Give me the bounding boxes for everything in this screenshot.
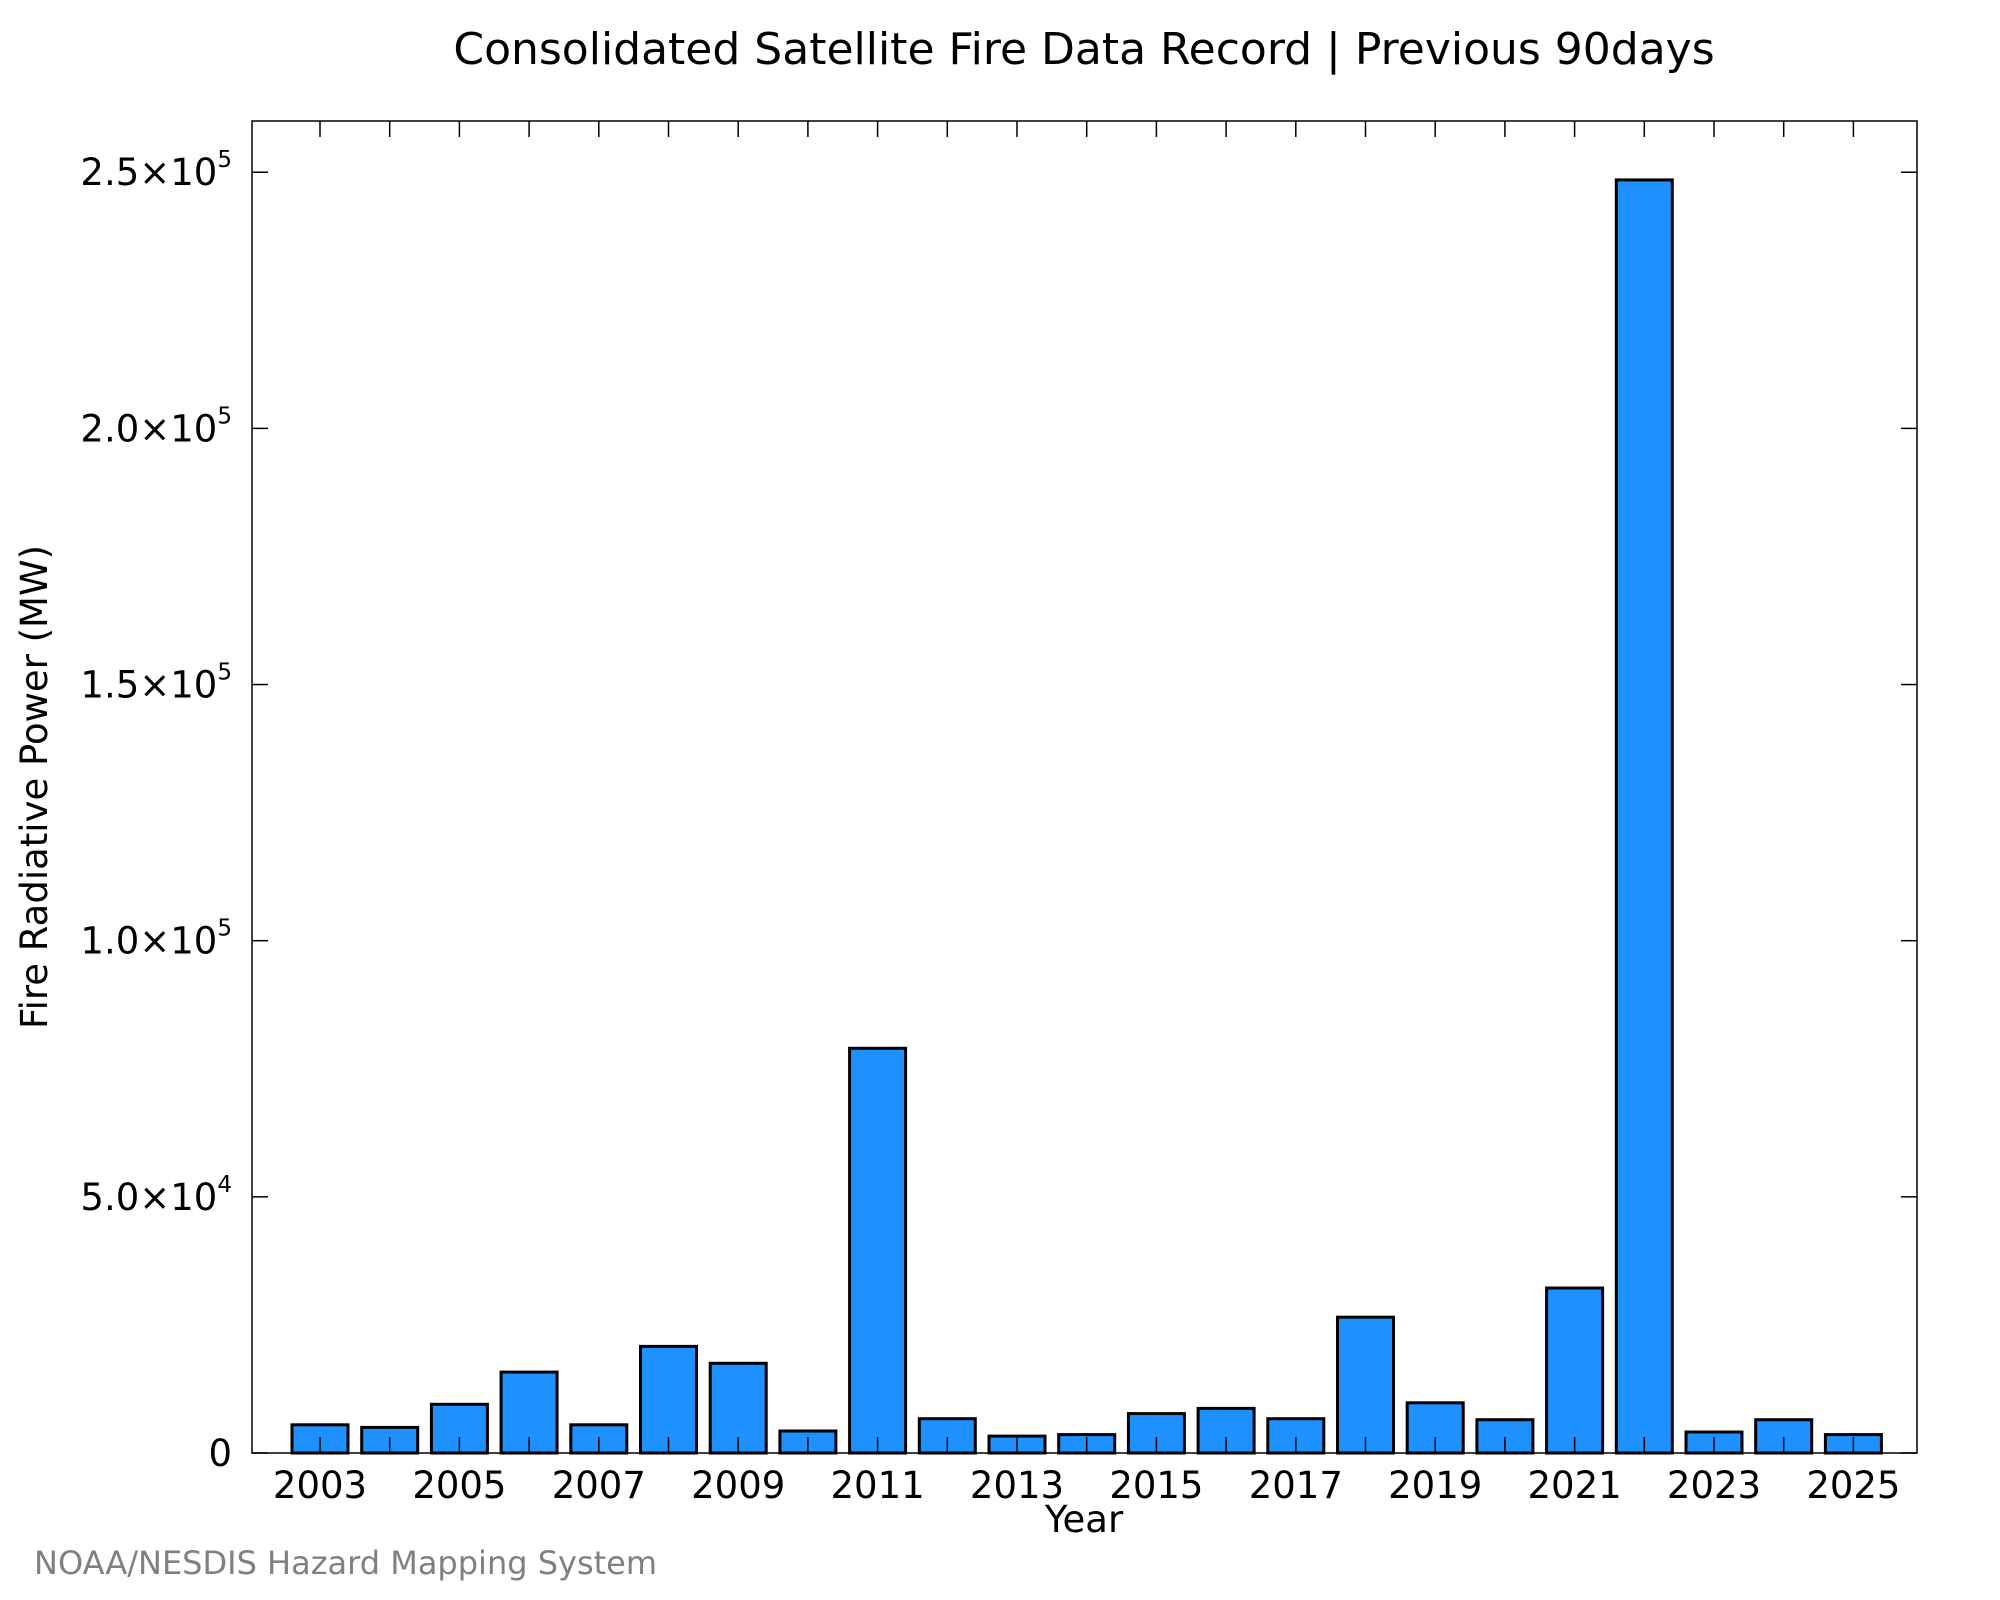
credit-text: NOAA/NESDIS Hazard Mapping System <box>34 1544 657 1582</box>
bar-2018 <box>1336 1315 1395 1455</box>
y-tick-label: 1.0×105 <box>80 916 232 963</box>
x-tick-label: 2009 <box>691 1464 785 1507</box>
x-tick-label: 2007 <box>552 1464 646 1507</box>
y-axis-ticks: 0 5.0×104 1.0×105 1.5×105 2.0×105 2.5×105 <box>80 147 1917 1475</box>
x-tick-label: 2019 <box>1388 1464 1482 1507</box>
x-tick-label: 2011 <box>831 1464 925 1507</box>
y-tick-label: 1.5×105 <box>80 660 232 707</box>
bar-2011 <box>848 1046 908 1455</box>
bar-2022 <box>1614 178 1674 1455</box>
x-tick-label: 2021 <box>1528 1464 1622 1507</box>
bar-2008 <box>639 1344 698 1455</box>
bar-2021 <box>1545 1286 1605 1455</box>
y-tick-label: 2.0×105 <box>80 403 232 450</box>
x-tick-label: 2015 <box>1109 1464 1203 1507</box>
y-tick-label: 5.0×104 <box>80 1172 232 1219</box>
y-axis-title: Fire Radiative Power (MW) <box>13 545 56 1029</box>
chart-title: Consolidated Satellite Fire Data Record … <box>453 24 1714 75</box>
x-tick-label: 2017 <box>1249 1464 1343 1507</box>
y-tick-label: 0 <box>208 1432 232 1475</box>
x-tick-label: 2023 <box>1667 1464 1761 1507</box>
y-tick-label: 2.5×105 <box>80 147 232 194</box>
x-tick-label: 2013 <box>970 1464 1064 1507</box>
x-tick-label: 2005 <box>412 1464 506 1507</box>
x-axis-title: Year <box>1044 1498 1124 1541</box>
x-tick-label: 2025 <box>1806 1464 1900 1507</box>
x-tick-label: 2003 <box>273 1464 367 1507</box>
x-axis-ticks: 2003 2005 2007 2009 2011 2013 2015 2017 2019 2021… <box>273 121 1900 1507</box>
bars <box>290 178 1883 1455</box>
